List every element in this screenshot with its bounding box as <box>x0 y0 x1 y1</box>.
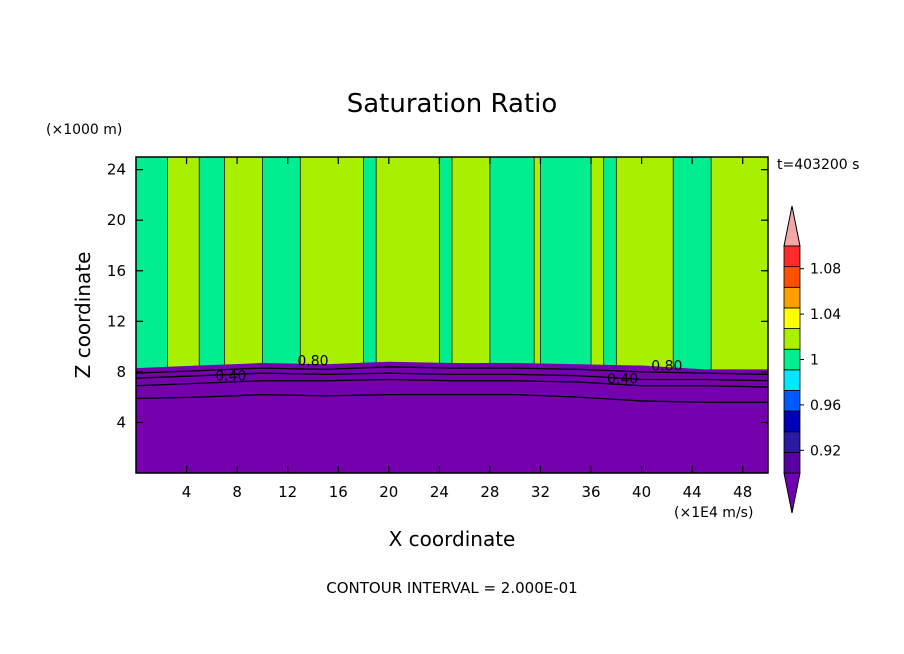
contour-line <box>135 393 768 403</box>
contour-label: 0.40 <box>215 369 246 385</box>
colorbar-swatch <box>783 390 801 412</box>
contour-line <box>135 378 769 388</box>
contour-line <box>135 372 769 382</box>
x-tick-label: 28 <box>480 483 499 501</box>
colorbar-under-arrow <box>783 472 801 514</box>
time-label: t=403200 s <box>777 157 859 173</box>
colorbar: 1.08 1.04 1 0.96 0.92 <box>783 205 841 514</box>
x-axis: 4 8 12 16 20 24 28 32 36 40 44 48 <box>182 157 752 501</box>
x-tick-label: 4 <box>182 483 192 501</box>
x-tick-label: 12 <box>278 483 297 501</box>
y-tick-label: 24 <box>107 161 126 179</box>
colorbar-label: 0.92 <box>810 443 841 459</box>
plot-frame <box>135 156 769 474</box>
colorbar-swatch <box>783 245 801 268</box>
x-tick-label: 44 <box>683 483 702 501</box>
colorbar-swatch <box>783 431 801 453</box>
contour-label: 0.80 <box>297 354 328 370</box>
low-saturation-region <box>136 361 768 473</box>
y-tick-label: 12 <box>107 312 126 330</box>
contour-labels: 0.40 0.80 0.40 0.80 <box>215 354 682 388</box>
colorbar-label: 0.96 <box>810 398 841 414</box>
colorbar-swatch <box>783 328 801 350</box>
y-unit-label: (×1000 m) <box>46 122 122 138</box>
x-tick-label: 40 <box>632 483 651 501</box>
contour-label: 0.80 <box>651 359 682 375</box>
y-tick-label: 4 <box>116 413 126 431</box>
x-tick-label: 32 <box>531 483 550 501</box>
plot-fill <box>136 157 768 473</box>
contour-line <box>135 366 769 376</box>
colorbar-label: 1.04 <box>810 307 841 323</box>
x-tick-label: 8 <box>232 483 242 501</box>
colorbar-swatch <box>783 410 801 433</box>
x-tick-label: 16 <box>329 483 348 501</box>
x-tick-label: 20 <box>379 483 398 501</box>
saturation-band <box>534 157 541 473</box>
contour-label: 0.40 <box>607 371 638 387</box>
x-axis-label: X coordinate <box>389 527 516 551</box>
y-tick-label: 8 <box>116 363 126 381</box>
y-axis: 4 8 12 16 20 24 <box>107 161 768 431</box>
x-tick-label: 48 <box>733 483 752 501</box>
y-tick-label: 16 <box>107 262 126 280</box>
y-axis-label: Z coordinate <box>71 252 95 379</box>
colorbar-swatch <box>783 307 801 329</box>
colorbar-swatch <box>783 266 801 288</box>
colorbar-swatch <box>783 348 801 371</box>
colorbar-label: 1 <box>810 353 819 369</box>
contour-lines <box>135 157 769 403</box>
colorbar-swatch <box>783 451 801 474</box>
x-tick-label: 36 <box>581 483 600 501</box>
colorbar-swatch <box>783 369 801 391</box>
x-tick-label: 24 <box>430 483 449 501</box>
y-tick-label: 20 <box>107 211 126 229</box>
contour-interval-note: CONTOUR INTERVAL = 2.000E-01 <box>326 579 577 597</box>
colorbar-label: 1.08 <box>810 262 841 278</box>
colorbar-swatch <box>783 286 801 309</box>
colorbar-over-arrow <box>783 205 801 247</box>
chart-title: Saturation Ratio <box>347 89 558 119</box>
x-unit-label: (×1E4 m/s) <box>674 505 753 521</box>
